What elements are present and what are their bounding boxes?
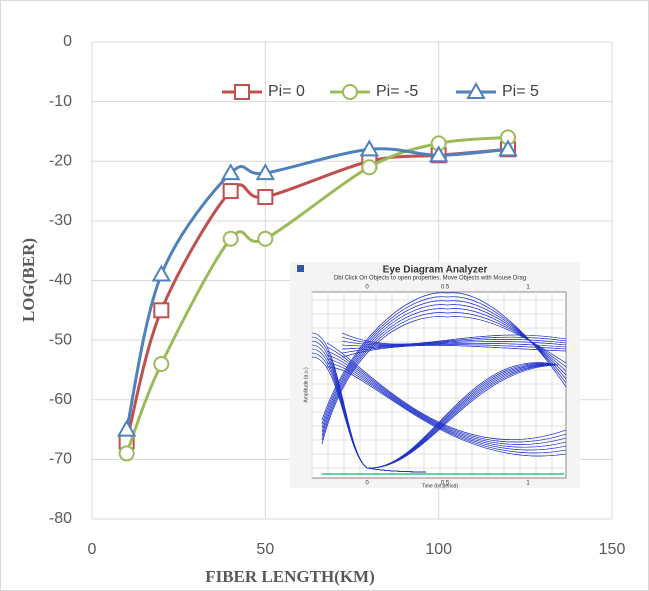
y-tick-label: -50 bbox=[49, 331, 72, 348]
inset-icon bbox=[297, 265, 304, 272]
marker bbox=[258, 190, 272, 204]
marker bbox=[362, 160, 376, 174]
legend-label: Pi= 5 bbox=[502, 83, 539, 100]
y-tick-label: -30 bbox=[49, 212, 72, 229]
legend-label: Pi= -5 bbox=[376, 83, 418, 100]
y-tick-label: -70 bbox=[49, 451, 72, 468]
legend-marker bbox=[343, 85, 357, 99]
inset-x-tick: 0.5 bbox=[441, 285, 450, 291]
x-axis-title: FIBER LENGTH(KM) bbox=[205, 567, 375, 586]
marker bbox=[224, 184, 238, 198]
y-tick-label: -80 bbox=[49, 510, 72, 527]
marker bbox=[154, 357, 168, 371]
y-tick-label: -20 bbox=[49, 152, 72, 169]
y-tick-label: -40 bbox=[49, 272, 72, 289]
legend-marker bbox=[235, 85, 249, 99]
inset-y-title: Amplitude (a.u.) bbox=[303, 367, 309, 403]
inset-subtitle: Dbl Click On Objects to open properties.… bbox=[334, 276, 526, 282]
inset-title: Eye Diagram Analyzer bbox=[383, 265, 488, 276]
y-tick-label: -60 bbox=[49, 391, 72, 408]
legend-label: Pi= 0 bbox=[268, 83, 305, 100]
x-tick-label: 150 bbox=[599, 541, 626, 558]
x-tick-label: 50 bbox=[256, 541, 274, 558]
y-axis-title: LOG(BER) bbox=[19, 238, 38, 322]
x-tick-label: 100 bbox=[425, 541, 452, 558]
inset-x-title: Time (bit period) bbox=[422, 483, 459, 489]
marker bbox=[154, 303, 168, 317]
marker bbox=[224, 232, 238, 246]
marker bbox=[120, 446, 134, 460]
y-tick-label: -10 bbox=[49, 93, 72, 110]
y-tick-label: 0 bbox=[63, 33, 72, 50]
eye-diagram-inset: Eye Diagram Analyzer Dbl Click On Object… bbox=[290, 262, 580, 489]
marker bbox=[258, 232, 272, 246]
x-tick-label: 0 bbox=[88, 541, 97, 558]
chart: FIBER LENGTH(KM) LOG(BER) -80 -70 -60 -50 -4… bbox=[0, 0, 649, 591]
